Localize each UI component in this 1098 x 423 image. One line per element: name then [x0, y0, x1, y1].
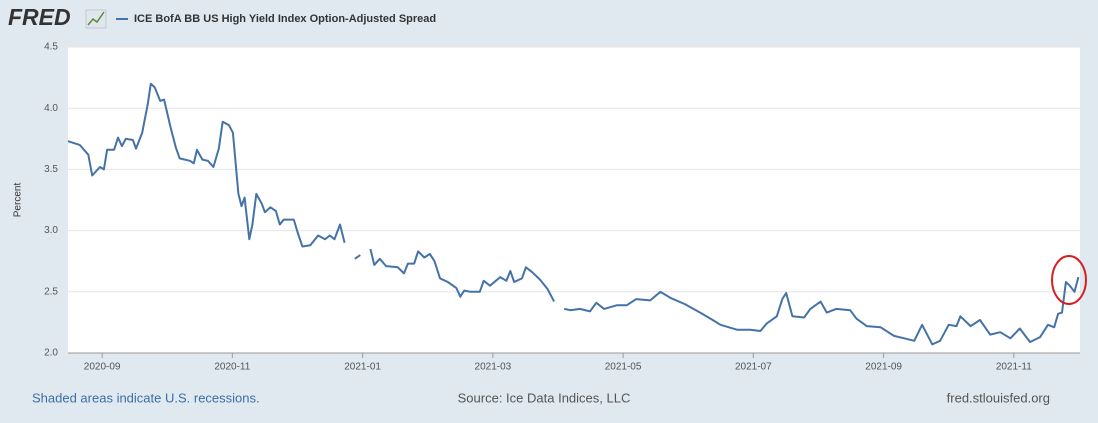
footer-left[interactable]: Shaded areas indicate U.S. recessions.	[32, 390, 260, 405]
x-tick-label: 2020-11	[214, 362, 250, 373]
footer-center: Source: Ice Data Indices, LLC	[458, 390, 631, 405]
y-tick-label: 4.5	[44, 42, 58, 53]
x-tick-label: 2021-01	[344, 362, 381, 373]
plot-area	[68, 47, 1080, 353]
y-tick-label: 3.0	[44, 225, 58, 236]
y-tick-label: 3.5	[44, 164, 58, 175]
y-tick-label: 2.0	[44, 348, 58, 359]
y-axis-label: Percent	[13, 183, 24, 218]
x-tick-label: 2021-05	[605, 362, 642, 373]
footer-right: fred.stlouisfed.org	[947, 390, 1050, 405]
x-tick-label: 2021-03	[475, 362, 512, 373]
x-tick-label: 2020-09	[84, 362, 121, 373]
logo: FRED	[8, 4, 71, 30]
legend-label: ICE BofA BB US High Yield Index Option-A…	[134, 13, 436, 25]
x-tick-label: 2021-11	[996, 362, 1032, 373]
x-tick-label: 2021-07	[735, 362, 772, 373]
y-tick-label: 4.0	[44, 103, 58, 114]
data-line	[67, 82, 1080, 346]
logo-icon	[85, 9, 107, 29]
highlight-circle	[1051, 255, 1087, 305]
y-tick-label: 2.5	[44, 286, 58, 297]
x-tick-label: 2021-09	[865, 362, 902, 373]
